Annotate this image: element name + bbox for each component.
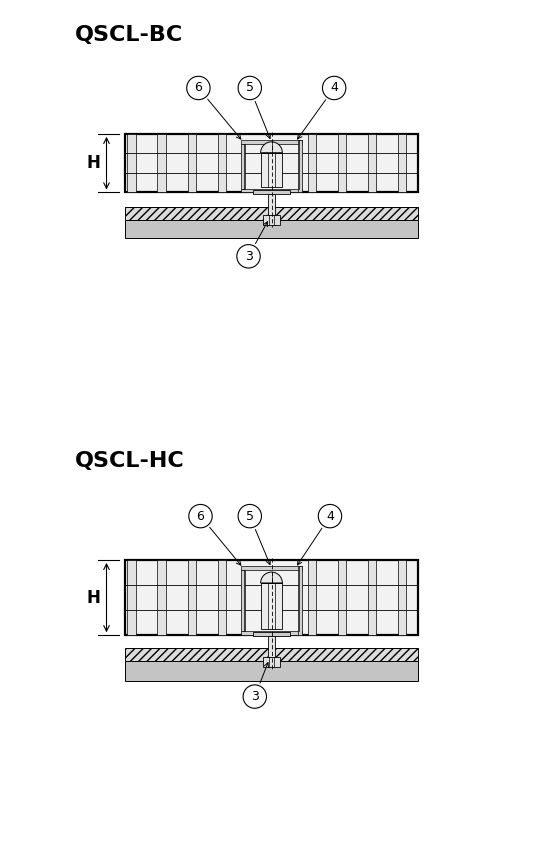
Wedge shape (261, 572, 282, 583)
Bar (125, 560, 418, 635)
Bar (368, 134, 376, 192)
Text: H: H (86, 154, 100, 172)
Text: 4: 4 (326, 510, 334, 523)
Bar (261, 583, 282, 629)
Text: H: H (86, 589, 100, 607)
Bar (338, 134, 346, 192)
Bar (242, 140, 301, 144)
Bar (242, 144, 245, 189)
Circle shape (187, 77, 210, 100)
Circle shape (238, 505, 262, 528)
Bar (125, 220, 418, 238)
Circle shape (237, 245, 260, 268)
Bar (253, 190, 290, 195)
Bar (268, 636, 275, 657)
Bar (242, 567, 301, 570)
Text: 3: 3 (244, 250, 252, 263)
Bar (125, 134, 418, 192)
Bar (298, 567, 301, 635)
Bar (218, 560, 226, 635)
Circle shape (189, 505, 212, 528)
Bar (187, 134, 196, 192)
Bar (308, 560, 316, 635)
Bar (242, 631, 301, 635)
Bar (125, 661, 418, 681)
Bar (398, 134, 406, 192)
Bar (253, 632, 290, 636)
Bar (308, 134, 316, 192)
Circle shape (243, 684, 267, 709)
Text: QSCL-BC: QSCL-BC (75, 25, 184, 46)
Bar (242, 570, 245, 631)
Bar (263, 657, 280, 666)
Bar (128, 134, 136, 192)
Bar (368, 560, 376, 635)
Bar (218, 134, 226, 192)
Bar (242, 189, 301, 192)
Bar (125, 647, 418, 661)
Bar (261, 152, 282, 188)
Text: QSCL-HC: QSCL-HC (75, 451, 185, 471)
Bar (298, 140, 301, 192)
Bar (398, 560, 406, 635)
Text: 4: 4 (330, 82, 338, 95)
Bar (128, 560, 136, 635)
Bar (125, 207, 418, 220)
Circle shape (238, 77, 262, 100)
Wedge shape (261, 142, 282, 152)
Bar (263, 215, 280, 225)
Circle shape (323, 77, 346, 100)
Bar (268, 195, 275, 215)
Bar (157, 560, 166, 635)
Bar (187, 560, 196, 635)
Text: 5: 5 (246, 82, 254, 95)
Bar (338, 560, 346, 635)
Text: 6: 6 (197, 510, 204, 523)
Text: 3: 3 (251, 690, 258, 703)
Text: 5: 5 (246, 510, 254, 523)
Circle shape (318, 505, 342, 528)
Bar (157, 134, 166, 192)
Text: 6: 6 (194, 82, 203, 95)
